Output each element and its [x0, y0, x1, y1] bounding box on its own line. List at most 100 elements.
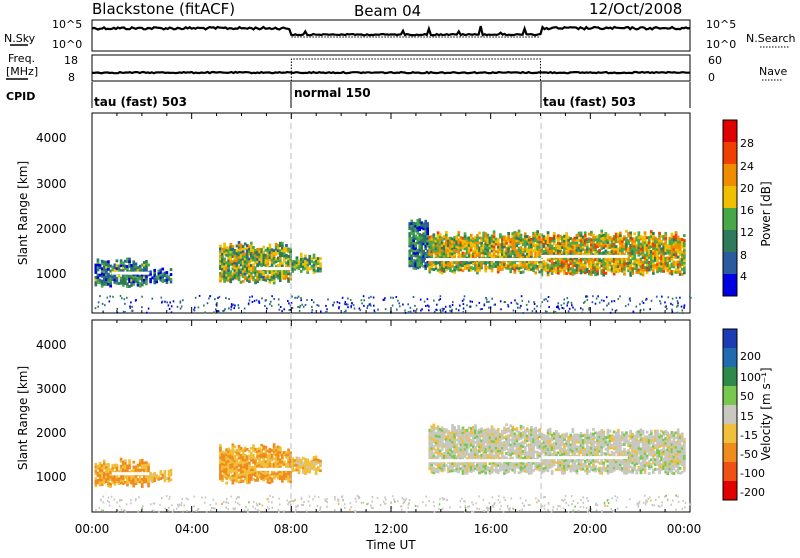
heat-cell [153, 479, 156, 482]
heat-cell [470, 306, 472, 308]
heat-cell [95, 484, 98, 487]
heat-cell [672, 298, 674, 300]
heat-cell [636, 306, 638, 308]
heat-cell [103, 460, 106, 463]
heat-cell [361, 299, 363, 301]
heat-cell [662, 270, 665, 273]
heat-cell [522, 271, 525, 274]
heat-cell [547, 469, 550, 472]
heat-cell [633, 311, 635, 313]
heat-cell [109, 300, 111, 302]
heat-cell [219, 444, 222, 447]
heat-cell [679, 248, 682, 251]
heat-cell [670, 303, 672, 305]
heat-cell [298, 469, 301, 472]
heat-cell [563, 270, 566, 273]
heat-cell [607, 241, 610, 244]
heat-cell [234, 305, 236, 307]
nave-tick-top: 60 [708, 54, 722, 67]
heat-cell [600, 230, 603, 233]
heat-cell [671, 233, 674, 236]
heat-cell [413, 296, 415, 298]
heat-cell [553, 240, 556, 243]
heat-cell [445, 311, 447, 313]
heat-cell [182, 299, 184, 301]
heat-cell [367, 305, 369, 307]
heat-cell [107, 260, 110, 263]
heat-cell [459, 305, 461, 307]
heat-cell [97, 261, 100, 264]
heat-cell [571, 304, 573, 306]
heat-cell [339, 302, 341, 304]
heat-cell [262, 246, 265, 249]
heat-cell [547, 274, 550, 277]
heat-cell [299, 310, 301, 312]
heat-cell [283, 308, 285, 310]
heat-cell [453, 254, 456, 257]
heat-cell [278, 304, 280, 306]
heat-cell [630, 300, 632, 302]
heat-cell [166, 301, 168, 303]
heat-cell [95, 284, 98, 287]
heat-cell [250, 242, 253, 245]
heat-cell [264, 305, 266, 307]
heat-cell [547, 300, 549, 302]
heat-cell [120, 458, 123, 461]
heat-cell [327, 298, 329, 300]
heat-cell [519, 307, 521, 309]
heat-cell [428, 309, 430, 311]
heat-cell [623, 268, 626, 271]
heat-cell [458, 309, 460, 311]
heat-cell [316, 304, 318, 306]
heat-cell [248, 303, 250, 305]
heat-cell [463, 303, 465, 305]
heat-cell [124, 303, 126, 305]
cpid-row: CPID tau (fast) 503 normal 150 tau (fast… [6, 82, 690, 109]
heat-cell [420, 246, 423, 249]
heat-cell [445, 306, 447, 308]
heat-cell [427, 305, 429, 307]
power-frame [92, 113, 690, 313]
heat-cell [404, 310, 406, 312]
heat-cell [610, 312, 612, 314]
heat-cell [177, 306, 179, 308]
heat-cell [126, 283, 129, 286]
nsky-label: N.Sky [4, 32, 36, 45]
heat-cell [130, 301, 132, 303]
heat-cell [612, 309, 614, 311]
heat-cell [485, 297, 487, 299]
heat-cell [505, 423, 508, 426]
heat-cell [625, 305, 627, 307]
heat-cell [129, 305, 131, 307]
heat-cell [582, 309, 584, 311]
heat-cell [155, 280, 158, 283]
heat-cell [170, 474, 173, 477]
heat-cell [311, 312, 313, 314]
heat-cell [633, 232, 636, 235]
power-panel: 4000 3000 2000 1000 Slant Range [km] [16, 113, 692, 314]
heat-cell [249, 299, 251, 301]
heat-cell [664, 232, 667, 235]
heat-cell [562, 307, 564, 309]
heat-cell [442, 308, 444, 310]
heat-cell [95, 307, 97, 309]
heat-cell [596, 273, 599, 276]
heat-cell [147, 264, 150, 267]
heat-cell [428, 271, 431, 274]
heat-cell [426, 222, 429, 225]
heat-cell [585, 296, 587, 298]
heat-cell [658, 232, 661, 235]
heat-cell [606, 296, 608, 298]
heat-cell [145, 260, 148, 263]
heat-cell [214, 298, 216, 300]
heat-cell [509, 270, 512, 273]
heat-cell [457, 234, 460, 237]
heat-cell [484, 270, 487, 273]
heat-cell [605, 272, 608, 275]
heat-cell [500, 300, 502, 302]
heat-cell [248, 280, 251, 283]
heat-cell [661, 296, 663, 298]
heat-cell [683, 249, 686, 252]
heat-cell [679, 297, 681, 299]
heat-cell [501, 451, 504, 454]
